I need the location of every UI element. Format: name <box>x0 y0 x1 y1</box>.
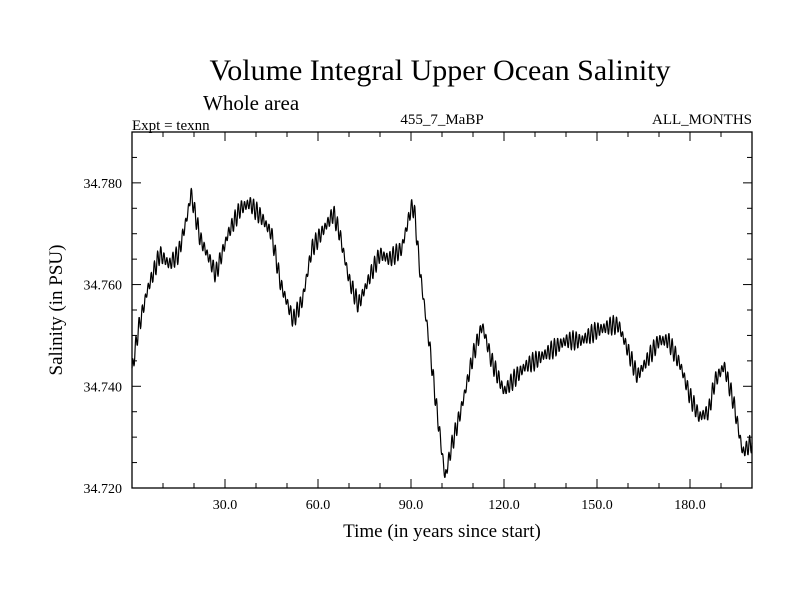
x-tick-label: 120.0 <box>488 498 520 513</box>
chart-title: Volume Integral Upper Ocean Salinity <box>210 54 671 87</box>
run-annotation: 455_7_MaBP <box>400 112 483 128</box>
x-tick-label: 60.0 <box>306 498 331 513</box>
y-tick-label: 34.760 <box>84 279 123 294</box>
experiment-annotation: Expt = texnn <box>132 118 210 134</box>
months-annotation: ALL_MONTHS <box>652 112 752 128</box>
x-tick-label: 180.0 <box>674 498 706 513</box>
x-tick-labels: 30.0 60.0 90.0 120.0 150.0 180.0 <box>213 498 706 513</box>
x-tick-label: 150.0 <box>581 498 613 513</box>
y-tick-label: 34.780 <box>84 177 123 192</box>
salinity-series-line <box>131 187 753 478</box>
y-axis-label: Salinity (in PSU) <box>46 245 67 376</box>
y-tick-label: 34.740 <box>84 380 123 395</box>
axis-ticks <box>132 132 752 489</box>
y-tick-labels: 34.720 34.740 34.760 34.780 <box>84 177 123 497</box>
chart-subtitle: Whole area <box>203 91 300 115</box>
x-tick-label: 90.0 <box>399 498 424 513</box>
plot-frame <box>131 131 753 489</box>
y-tick-label: 34.720 <box>84 482 123 497</box>
x-axis-label: Time (in years since start) <box>343 521 541 542</box>
x-tick-label: 30.0 <box>213 498 238 513</box>
